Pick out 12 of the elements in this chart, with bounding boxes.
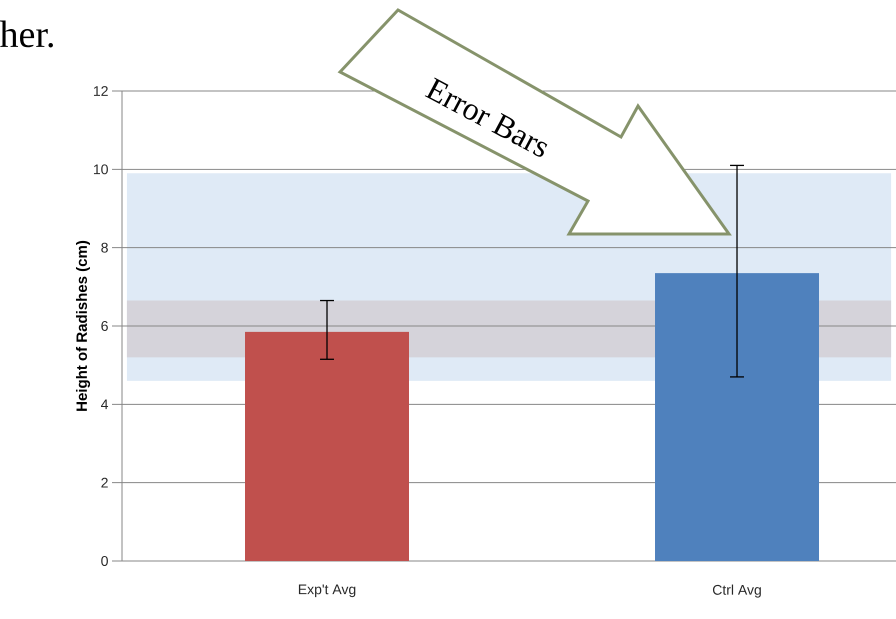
x-tick-label: Exp't Avg [298, 584, 356, 598]
y-tick-label: 6 [101, 321, 108, 331]
x-tick-label: Ctrl Avg [712, 584, 761, 598]
annotation: Error Bars [424, 78, 548, 157]
y-axis-title: Height of Radishes (cm) [76, 240, 90, 411]
y-tick-label: 12 [94, 86, 108, 96]
y-tick-label: 2 [101, 478, 108, 488]
y-tick-label: 4 [100, 400, 108, 410]
y-tick-label: 8 [101, 242, 108, 253]
y-tick-label: 10 [94, 164, 108, 174]
y-tick-label: 0 [101, 556, 108, 566]
text: her. [0, 20, 53, 48]
